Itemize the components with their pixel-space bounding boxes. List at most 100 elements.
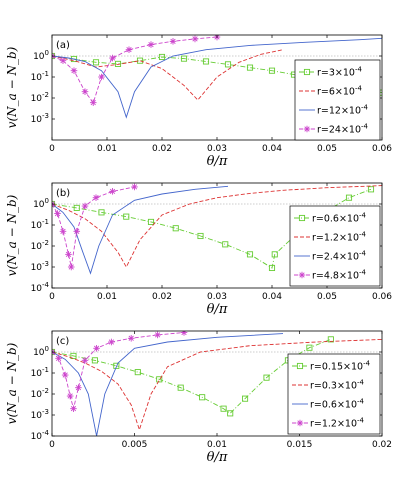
- legend-item: r=24×10-4: [299, 123, 369, 136]
- data-point: [172, 225, 179, 232]
- data-point: [147, 41, 155, 48]
- x-axis-label: θ/π: [207, 450, 228, 465]
- legend-label: r=4.8×10-4: [312, 269, 367, 282]
- y-tick-label: 10-2: [31, 239, 49, 252]
- x-tick-label: 0.02: [372, 440, 392, 450]
- data-point: [156, 376, 163, 383]
- data-point: [263, 374, 270, 381]
- data-point: [75, 384, 82, 391]
- x-tick-label: 0.06: [372, 292, 392, 302]
- data-point: [202, 58, 210, 65]
- y-tick-label: 100: [33, 345, 49, 358]
- y-tick-label: 100: [33, 197, 49, 210]
- data-point: [271, 251, 278, 258]
- y-axis-label: v(N_a − N_b): [5, 194, 19, 276]
- chart-panel-c: 0 0.005 0.01 0.015 0.02 100 10-1 10-2 10-3 10-4 (c…: [5, 330, 392, 465]
- data-point: [109, 188, 116, 195]
- panel-label: (c): [56, 336, 69, 347]
- series-4: [52, 331, 188, 412]
- data-point: [73, 228, 81, 235]
- legend-label: r=3×10-4: [317, 66, 362, 79]
- series-line: [52, 332, 185, 409]
- data-point: [199, 394, 206, 401]
- data-point: [123, 213, 130, 220]
- data-point: [345, 194, 353, 201]
- legend: r=3×10-4 r=6×10-4 r=12×10-4 r=24×10-4: [294, 59, 381, 141]
- series-line: [52, 185, 229, 275]
- series-line: [52, 185, 382, 268]
- panel-label: (a): [56, 40, 70, 51]
- y-axis-label: v(N_a − N_b): [5, 342, 19, 424]
- data-point: [108, 338, 115, 346]
- series-3: [52, 185, 229, 275]
- data-point: [81, 88, 89, 95]
- legend: r=0.6×10-4 r=1.2×10-4 r=2.4×10-4 r=4.8×10-4: [289, 205, 381, 287]
- x-tick-label: 0.01: [97, 292, 117, 302]
- legend-label: r=24×10-4: [317, 123, 369, 136]
- data-point: [109, 54, 116, 62]
- data-point: [93, 345, 100, 352]
- data-point: [91, 357, 98, 364]
- legend-item: r=1.2×10-4: [292, 417, 365, 430]
- data-point: [191, 35, 199, 43]
- data-point: [180, 331, 188, 336]
- x-tick-label: 0.05: [317, 292, 337, 302]
- data-point: [296, 362, 304, 370]
- data-point: [70, 405, 77, 412]
- data-point: [220, 405, 227, 412]
- data-point: [54, 210, 61, 217]
- x-tick-label: 0.005: [122, 440, 148, 450]
- x-tick-label: 0.01: [207, 440, 227, 450]
- legend-label: r=12×10-4: [317, 104, 369, 117]
- data-point: [81, 357, 89, 364]
- data-point: [222, 241, 229, 248]
- legend-item: r=0.3×10-4: [292, 379, 365, 392]
- data-point: [81, 202, 89, 210]
- y-tick-label: 10-1: [31, 70, 49, 83]
- data-point: [98, 209, 105, 216]
- x-axis-label: θ/π: [207, 302, 228, 317]
- legend-label: r=6×10-4: [317, 85, 362, 98]
- data-point: [303, 125, 311, 133]
- data-point: [70, 67, 78, 74]
- data-point: [92, 59, 100, 66]
- legend-label: r=0.6×10-4: [310, 398, 365, 411]
- data-point: [134, 369, 141, 376]
- data-point: [131, 183, 138, 191]
- y-tick-label: 100: [33, 49, 49, 62]
- data-point: [241, 395, 249, 402]
- series-1: [52, 336, 334, 417]
- data-point: [92, 194, 100, 201]
- x-tick-label: 0.02: [152, 292, 172, 302]
- data-point: [327, 336, 334, 343]
- data-point: [367, 186, 375, 193]
- data-point: [125, 46, 133, 53]
- x-tick-label: 0.04: [262, 144, 282, 154]
- series-2: [52, 49, 284, 101]
- data-point: [136, 57, 144, 64]
- y-axis-label: v(N_a − N_b): [5, 46, 19, 128]
- data-point: [154, 331, 161, 339]
- x-tick-label: 0.01: [97, 144, 117, 154]
- data-point: [177, 384, 184, 391]
- data-point: [55, 355, 62, 362]
- y-tick-label: 10-4: [31, 429, 50, 442]
- data-point: [303, 68, 311, 76]
- data-point: [89, 99, 97, 106]
- chart-panel-b: 0 0.01 0.02 0.03 0.04 0.05 0.06 100 10-1 10-2 10-3…: [5, 182, 392, 317]
- data-point: [298, 214, 306, 222]
- data-point: [246, 251, 254, 258]
- data-point: [114, 60, 122, 67]
- series-3: [52, 333, 284, 436]
- x-tick-label: 0: [49, 440, 55, 450]
- data-point: [224, 61, 232, 68]
- legend-item: r=2.4×10-4: [294, 250, 367, 263]
- series-2: [52, 185, 382, 268]
- legend-label: r=1.2×10-4: [310, 417, 365, 430]
- y-tick-label: 10-3: [31, 408, 49, 421]
- y-tick-label: 10-1: [31, 218, 49, 231]
- data-point: [73, 204, 80, 211]
- y-tick-label: 10-1: [31, 366, 49, 379]
- legend-item: r=0.15×10-4: [292, 360, 371, 373]
